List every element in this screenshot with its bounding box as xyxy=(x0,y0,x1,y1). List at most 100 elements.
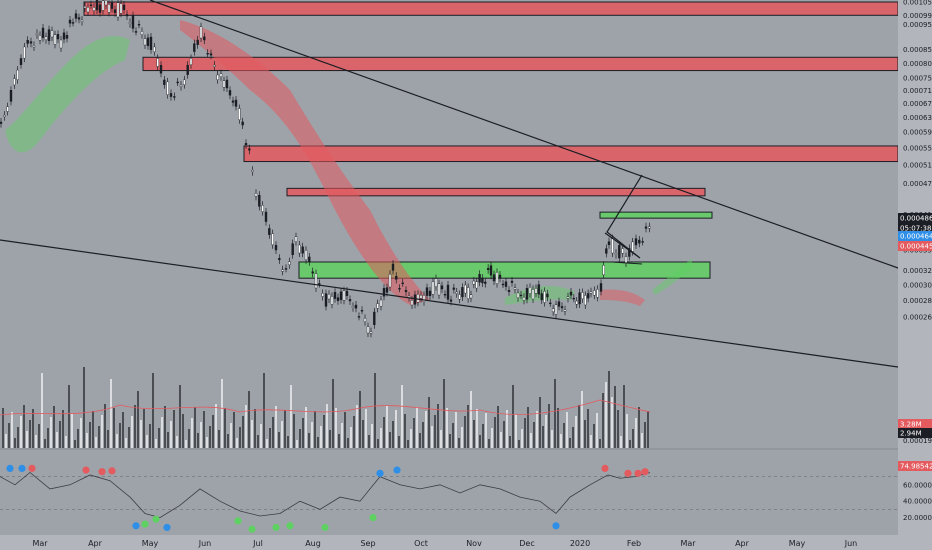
volume-bar xyxy=(104,404,106,448)
resistance-zone[interactable] xyxy=(286,187,706,197)
signal-marker[interactable] xyxy=(286,522,294,530)
candle xyxy=(19,58,23,66)
volume-bar xyxy=(332,379,334,448)
volume-bar xyxy=(470,391,472,448)
volume-bar xyxy=(80,418,82,448)
volume-bar xyxy=(527,407,529,448)
volume-bar xyxy=(476,409,478,448)
signal-marker[interactable] xyxy=(132,522,140,530)
volume-bar xyxy=(164,406,166,448)
volume-bar xyxy=(320,426,322,448)
time-tick-label: Aug xyxy=(305,539,321,548)
candle xyxy=(410,300,414,306)
signal-marker[interactable] xyxy=(369,514,377,522)
signal-marker[interactable] xyxy=(376,469,384,477)
candle xyxy=(472,280,476,285)
signal-marker[interactable] xyxy=(234,517,242,525)
volume-bar xyxy=(74,440,76,448)
price-tick-label: 0.0005500 xyxy=(903,145,932,153)
candle xyxy=(425,287,429,296)
support-zone[interactable] xyxy=(599,211,713,219)
descending-trendline[interactable] xyxy=(149,0,899,269)
volume-bar xyxy=(425,411,427,448)
candle xyxy=(80,19,84,22)
volume-bar xyxy=(479,435,481,448)
signal-marker[interactable] xyxy=(108,467,116,475)
signal-marker[interactable] xyxy=(163,523,171,532)
candle xyxy=(274,244,278,251)
signal-marker[interactable] xyxy=(272,523,280,532)
volume-bar xyxy=(230,423,232,448)
time-tick-label: Jun xyxy=(844,539,858,548)
volume-bar xyxy=(569,438,571,448)
candle xyxy=(391,263,395,271)
volume-bar xyxy=(548,404,550,448)
candle xyxy=(339,291,343,300)
time-axis[interactable] xyxy=(0,535,898,550)
candle xyxy=(56,34,60,40)
volume-bar xyxy=(53,406,55,448)
volume-bar xyxy=(314,411,316,448)
signal-marker[interactable] xyxy=(141,520,149,528)
resistance-zone[interactable] xyxy=(83,1,899,16)
signal-marker[interactable] xyxy=(601,464,609,472)
volume-bar xyxy=(287,436,289,448)
candle xyxy=(35,33,39,36)
volume-bar xyxy=(605,382,607,448)
candle xyxy=(593,290,596,296)
volume-bar xyxy=(161,417,163,448)
signal-marker[interactable] xyxy=(393,466,401,474)
candle xyxy=(196,39,199,45)
signal-marker[interactable] xyxy=(624,469,632,477)
volume-bar xyxy=(467,405,469,448)
signal-marker[interactable] xyxy=(552,522,560,530)
resistance-zone[interactable] xyxy=(243,145,899,163)
signal-marker[interactable] xyxy=(641,468,649,476)
volume-bar xyxy=(215,404,217,448)
signal-marker[interactable] xyxy=(82,466,90,474)
candle xyxy=(534,288,538,294)
volume-bar xyxy=(491,428,493,448)
time-axis-ticks: Mar Apr May Jun Jul Aug Sep Oct Nov Dec 2020 Feb Mar… xyxy=(32,539,857,548)
volume-bar xyxy=(32,409,34,448)
signal-marker[interactable] xyxy=(98,468,106,476)
candle xyxy=(446,284,450,300)
candle xyxy=(206,53,209,55)
volume-bar xyxy=(269,428,271,448)
volume-bar xyxy=(368,435,370,448)
volume-bar xyxy=(590,435,592,448)
signal-marker[interactable] xyxy=(152,515,160,523)
signal-marker[interactable] xyxy=(321,523,329,532)
volume-bar xyxy=(437,404,439,448)
signal-marker[interactable] xyxy=(18,464,26,472)
volume-bar xyxy=(542,426,544,448)
candle xyxy=(71,22,75,24)
candle xyxy=(351,306,355,309)
candle xyxy=(549,302,552,305)
signal-marker[interactable] xyxy=(6,464,14,472)
candle xyxy=(560,306,564,309)
signal-marker[interactable] xyxy=(28,464,36,472)
support-zone[interactable] xyxy=(298,261,711,279)
volume-bar xyxy=(593,424,595,448)
signal-marker[interactable] xyxy=(634,469,642,477)
candle xyxy=(89,4,93,7)
candle xyxy=(431,281,435,295)
candle xyxy=(193,43,196,52)
volume-bar xyxy=(497,406,499,448)
volume-bar xyxy=(275,406,277,448)
volume-bar xyxy=(311,422,313,448)
lower-trendline[interactable] xyxy=(0,239,899,368)
volume-bar xyxy=(395,410,397,448)
candle xyxy=(169,93,173,97)
candle xyxy=(122,4,126,11)
candle xyxy=(507,290,511,293)
price-axis[interactable] xyxy=(898,0,932,550)
volume-bar xyxy=(506,410,508,448)
volume-bar xyxy=(200,422,202,448)
volume-bar xyxy=(419,433,421,448)
volume-bar xyxy=(254,409,256,448)
signal-marker[interactable] xyxy=(248,525,256,533)
level-a-badge-bg xyxy=(898,231,932,241)
